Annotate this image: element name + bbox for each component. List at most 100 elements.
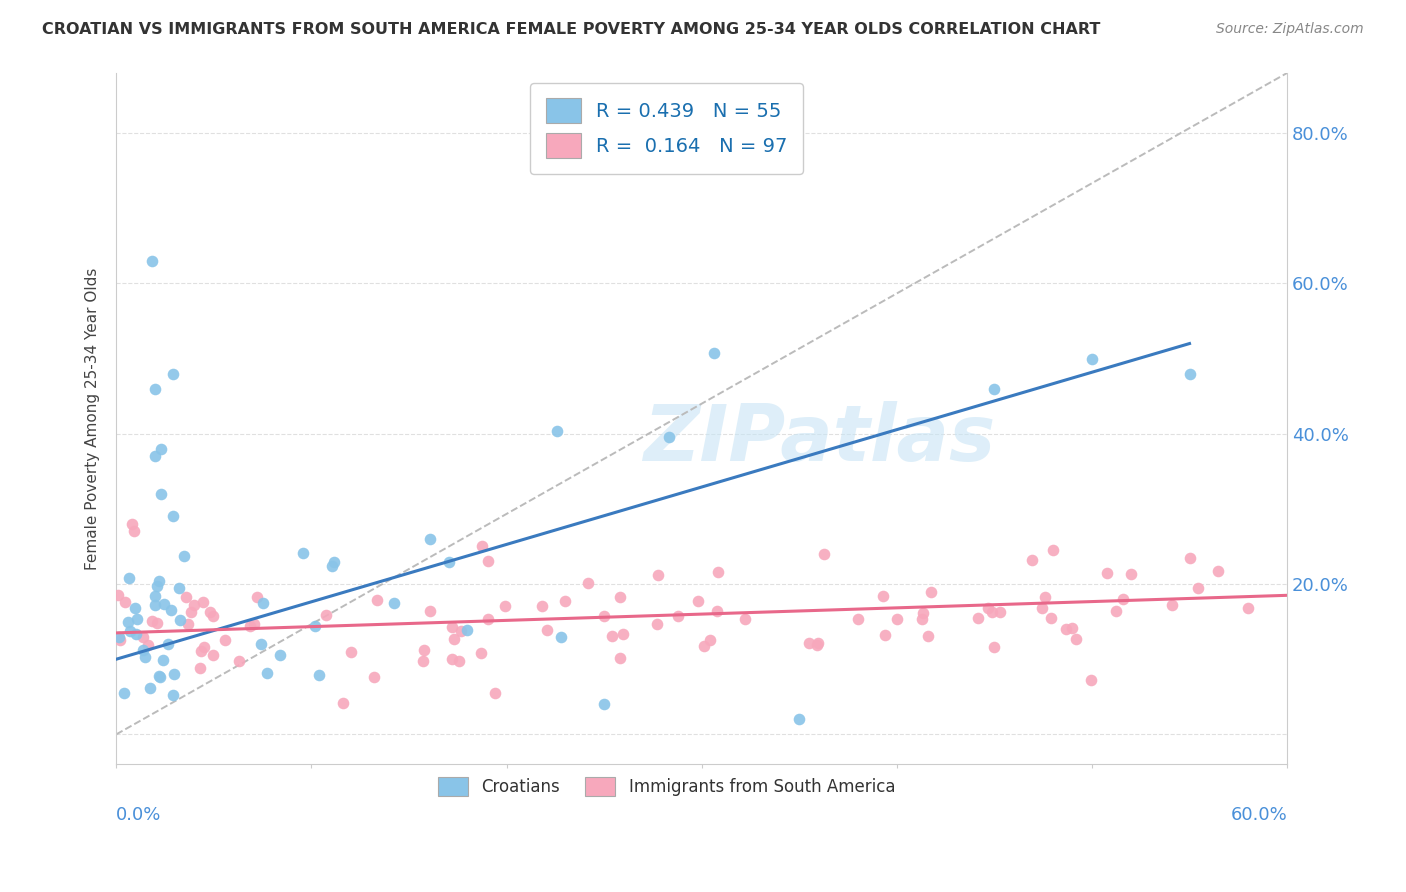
Point <box>118 624 141 638</box>
Point <box>419 604 441 618</box>
Point <box>117 615 139 629</box>
Point <box>477 553 499 567</box>
Point <box>912 606 935 620</box>
Point <box>124 601 146 615</box>
Point <box>145 579 167 593</box>
Point <box>125 612 148 626</box>
Point <box>152 653 174 667</box>
Point <box>114 595 136 609</box>
Point <box>550 630 572 644</box>
Point <box>546 425 568 439</box>
Point <box>136 638 159 652</box>
Point <box>734 612 756 626</box>
Point <box>967 611 990 625</box>
Point <box>160 602 183 616</box>
Point <box>981 605 1004 619</box>
Point <box>107 631 129 645</box>
Point <box>477 612 499 626</box>
Point <box>382 596 405 610</box>
Point <box>977 601 1000 615</box>
Point <box>412 654 434 668</box>
Point <box>983 640 1005 654</box>
Point <box>1054 623 1077 637</box>
Point <box>437 556 460 570</box>
Point <box>419 533 441 547</box>
Point <box>484 686 506 700</box>
Point <box>1119 567 1142 582</box>
Point <box>122 524 145 539</box>
Point <box>153 597 176 611</box>
Point <box>1031 601 1053 615</box>
Point <box>413 643 436 657</box>
Point <box>174 591 197 605</box>
Point <box>256 666 278 681</box>
Point <box>134 649 156 664</box>
Point <box>169 613 191 627</box>
Point <box>242 616 264 631</box>
Point <box>536 623 558 637</box>
Point <box>1021 553 1043 567</box>
Point <box>983 382 1005 396</box>
Point <box>797 636 820 650</box>
Text: 60.0%: 60.0% <box>1230 805 1286 823</box>
Point <box>132 630 155 644</box>
Point <box>1178 367 1201 381</box>
Point <box>1064 632 1087 646</box>
Point <box>139 681 162 695</box>
Point <box>121 516 143 531</box>
Point <box>132 643 155 657</box>
Point <box>117 571 139 585</box>
Point <box>188 661 211 675</box>
Point <box>706 565 728 579</box>
Point <box>141 253 163 268</box>
Point <box>447 654 470 668</box>
Point <box>145 615 167 630</box>
Point <box>1160 598 1182 612</box>
Point <box>911 612 934 626</box>
Point <box>440 651 463 665</box>
Point <box>163 667 186 681</box>
Point <box>688 594 710 608</box>
Point <box>177 616 200 631</box>
Point <box>1062 621 1084 635</box>
Point <box>180 605 202 619</box>
Point <box>846 612 869 626</box>
Point <box>156 637 179 651</box>
Point <box>443 632 465 647</box>
Point <box>143 589 166 603</box>
Point <box>143 450 166 464</box>
Point <box>450 624 472 638</box>
Point <box>1187 581 1209 595</box>
Point <box>807 636 830 650</box>
Point <box>304 619 326 633</box>
Point <box>645 616 668 631</box>
Point <box>1178 550 1201 565</box>
Point <box>609 591 631 605</box>
Text: CROATIAN VS IMMIGRANTS FROM SOUTH AMERICA FEMALE POVERTY AMONG 25-34 YEAR OLDS C: CROATIAN VS IMMIGRANTS FROM SOUTH AMERIC… <box>42 22 1101 37</box>
Point <box>363 670 385 684</box>
Point <box>315 607 337 622</box>
Point <box>193 640 215 654</box>
Point <box>471 540 494 554</box>
Point <box>593 698 616 712</box>
Point <box>112 686 135 700</box>
Point <box>658 430 681 444</box>
Text: Source: ZipAtlas.com: Source: ZipAtlas.com <box>1216 22 1364 37</box>
Point <box>167 581 190 595</box>
Point <box>173 549 195 563</box>
Point <box>143 382 166 396</box>
Point <box>321 559 343 574</box>
Point <box>1039 611 1062 625</box>
Text: ZIPatlas: ZIPatlas <box>643 401 995 477</box>
Point <box>190 644 212 658</box>
Point <box>806 638 828 652</box>
Point <box>554 594 576 608</box>
Point <box>1081 351 1104 366</box>
Point <box>228 654 250 668</box>
Point <box>703 346 725 360</box>
Point <box>576 576 599 591</box>
Point <box>198 605 221 619</box>
Point <box>339 645 361 659</box>
Point <box>609 651 631 665</box>
Point <box>917 629 939 643</box>
